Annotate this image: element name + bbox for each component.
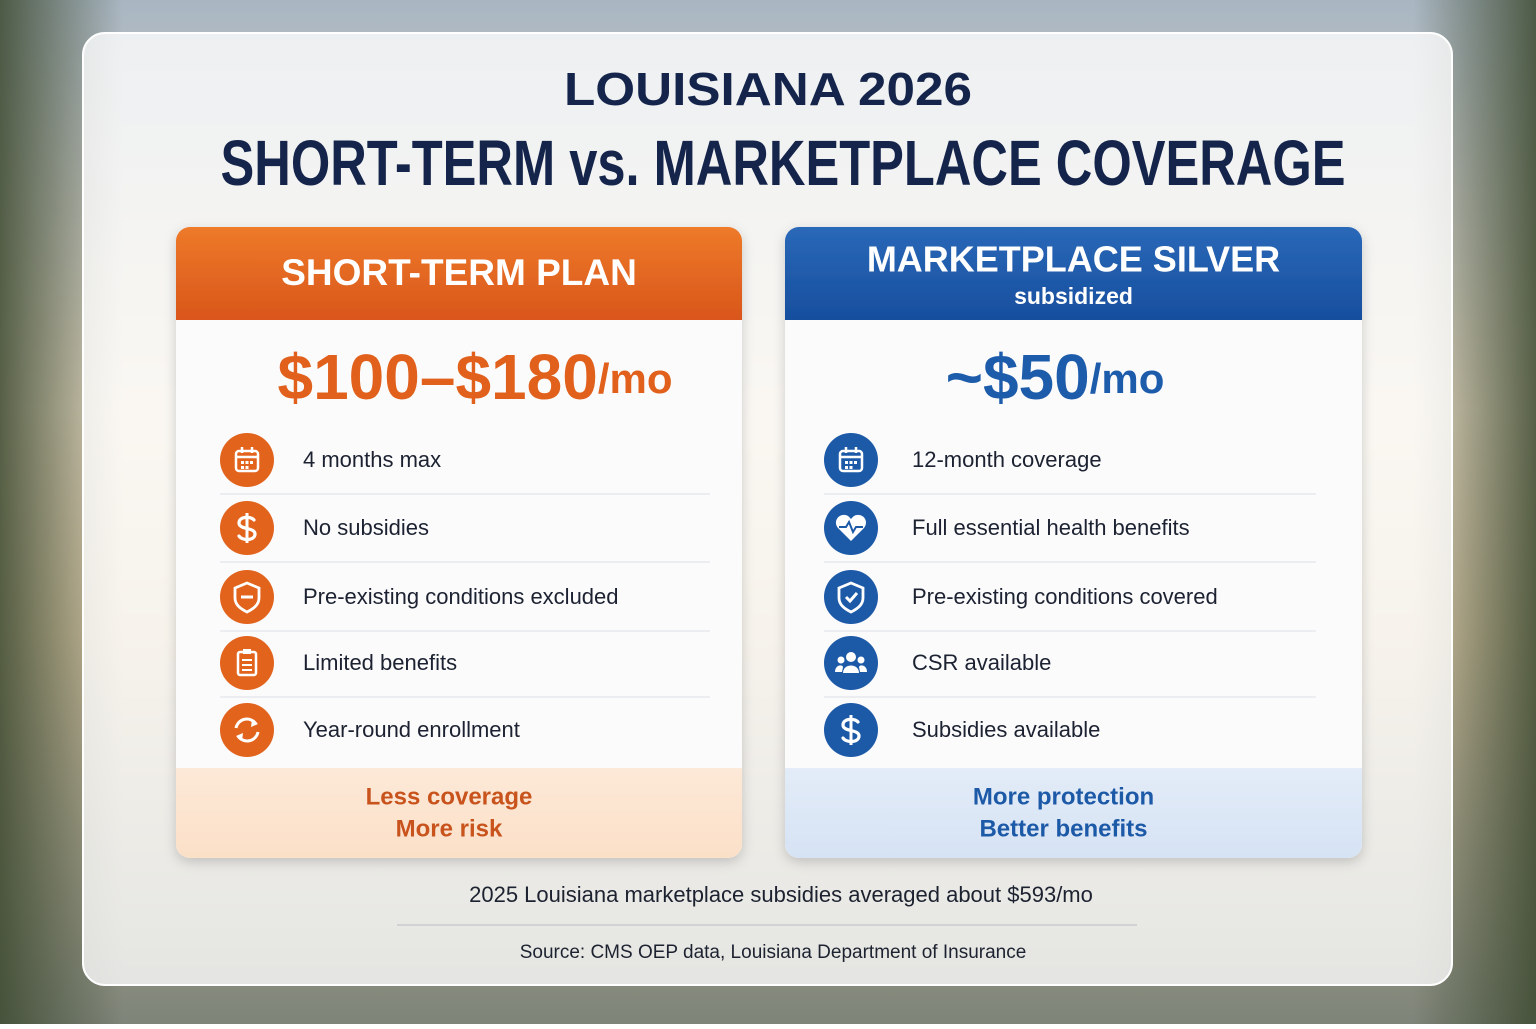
feature-text: 12-month coverage	[912, 447, 1102, 472]
feature-icon	[824, 570, 878, 624]
price-amount: $100–$180	[277, 341, 597, 413]
icon-part	[835, 665, 843, 672]
price-unit: /mo	[598, 355, 673, 402]
icon-part	[243, 649, 251, 654]
icon-part	[849, 461, 853, 464]
card-header	[785, 227, 1362, 320]
icon-part	[846, 652, 856, 662]
feature-icon	[220, 433, 274, 487]
icon-part	[245, 466, 249, 469]
feature-icon	[220, 703, 274, 757]
feature-icon	[824, 501, 878, 555]
icon-part	[233, 581, 261, 614]
icon-part	[854, 461, 857, 464]
footer-text: More protection	[973, 783, 1154, 810]
cards: SHORT-TERM PLAN $100–$180/mo 4 months max N…	[176, 227, 1362, 858]
icon-part	[250, 461, 253, 464]
price-unit: /mo	[1090, 355, 1165, 402]
icon-circle	[824, 433, 878, 487]
icon-part	[839, 519, 863, 535]
feature-icon	[220, 501, 274, 555]
icon-circle	[220, 703, 274, 757]
feature-icon	[824, 703, 878, 757]
plan-card: MARKETPLACE SILVER subsidized ~$50/mo 12-mo…	[785, 227, 1362, 858]
icon-part	[845, 466, 848, 469]
icon-part	[845, 461, 848, 464]
icon-circle	[824, 636, 878, 690]
feature-text: Subsidies available	[912, 717, 1100, 742]
feature-text: 4 months max	[303, 447, 441, 472]
plan-card-body	[176, 227, 742, 858]
feature-icon	[220, 570, 274, 624]
feature-icon	[824, 636, 878, 690]
icon-part	[857, 656, 865, 664]
icon-part	[234, 449, 260, 473]
icon-part	[251, 719, 258, 727]
feature-text: Limited benefits	[303, 650, 457, 675]
card-header	[176, 227, 742, 320]
footer-text: More risk	[396, 815, 503, 842]
icon-part	[236, 733, 243, 741]
icon-part	[837, 656, 845, 664]
plan-price: $100–$180/mo	[277, 341, 672, 413]
title-line-2: SHORT-TERM vs. MARKETPLACE COVERAGE	[221, 127, 1346, 199]
plan-card-body	[785, 227, 1362, 858]
price-amount: ~$50	[946, 341, 1090, 413]
feature-text: Pre-existing conditions covered	[912, 584, 1218, 609]
note: 2025 Louisiana marketplace subsidies ave…	[469, 882, 1093, 907]
icon-part	[844, 592, 859, 604]
icon-part	[241, 461, 244, 464]
icon-circle	[824, 570, 878, 624]
card-bg	[785, 227, 1362, 858]
icon-part	[843, 665, 859, 673]
plan-name: MARKETPLACE SILVER	[867, 239, 1280, 280]
footer-text: Less coverage	[366, 783, 533, 810]
footer-text: Better benefits	[979, 815, 1147, 842]
plan-name: SHORT-TERM PLAN	[281, 252, 637, 293]
icon-part	[838, 449, 864, 473]
title-line-1: LOUISIANA 2026	[564, 63, 972, 115]
feature-text: No subsidies	[303, 515, 429, 540]
source: Source: CMS OEP data, Louisiana Departme…	[520, 942, 1027, 963]
icon-part	[849, 466, 853, 469]
icon-circle	[220, 636, 274, 690]
card-footer	[785, 768, 1362, 858]
plan-card: SHORT-TERM PLAN $100–$180/mo 4 months max N…	[176, 227, 742, 858]
icon-part	[837, 581, 865, 614]
feature-text: Pre-existing conditions excluded	[303, 584, 619, 609]
feature-text: CSR available	[912, 650, 1051, 675]
card-footer	[176, 768, 742, 858]
feature-icon	[220, 636, 274, 690]
card-bg	[176, 227, 742, 858]
feature-text: Full essential health benefits	[912, 515, 1190, 540]
feature-text: Year-round enrollment	[303, 717, 520, 742]
plan-price: ~$50/mo	[946, 341, 1165, 413]
icon-part	[245, 461, 249, 464]
feature-icon	[824, 433, 878, 487]
icon-part	[241, 466, 244, 469]
plan-subtitle: subsidized	[1014, 283, 1133, 309]
icon-part	[859, 665, 867, 672]
icon-circle	[220, 433, 274, 487]
